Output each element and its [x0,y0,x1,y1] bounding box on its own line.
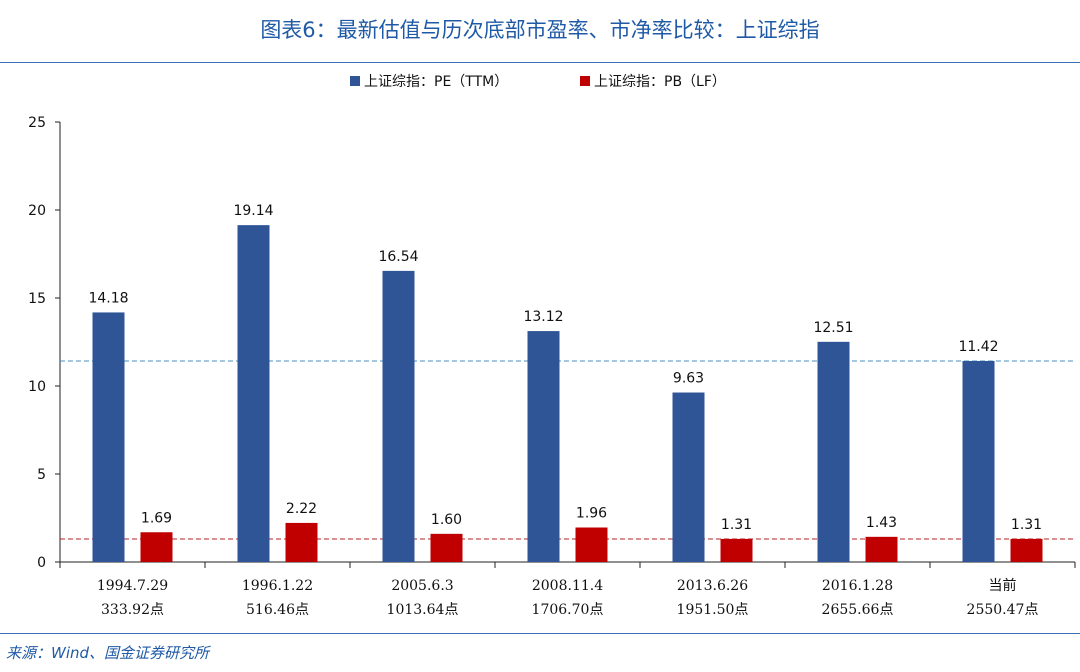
x-category-index: 1951.50点 [677,602,749,618]
pe-data-label: 9.63 [673,371,704,387]
chart-title: 图表6：最新估值与历次底部市盈率、市净率比较：上证综指 [260,18,820,42]
x-category-index: 516.46点 [246,602,309,618]
y-tick-label: 25 [28,115,46,131]
pb-bar [865,536,898,562]
pe-bar [382,270,415,562]
y-tick-label: 5 [37,467,46,483]
pb-bar [1010,538,1043,562]
x-category-index: 1706.70点 [532,602,604,618]
x-category-index: 1013.64点 [387,602,459,618]
pb-data-label: 2.22 [286,501,317,517]
pe-data-label: 12.51 [813,320,853,336]
pb-data-label: 1.31 [1011,517,1042,533]
legend-swatch-pb [580,76,590,86]
x-category-date: 2016.1.28 [822,578,893,594]
x-category-date: 2005.6.3 [391,578,453,594]
y-tick-label: 20 [28,203,46,219]
x-category-date: 1996.1.22 [242,578,313,594]
x-category-index: 2655.66点 [822,602,894,618]
pb-data-label: 1.96 [576,506,607,522]
y-tick-label: 15 [28,291,46,307]
pe-data-label: 14.18 [88,290,128,306]
pb-bar [140,532,173,562]
y-tick-label: 10 [28,379,46,395]
pb-data-label: 1.31 [721,517,752,533]
bar-chart: 0 5 10 15 20 25 14.18 1.69 1994.7.29 333.92点 19.14… [28,74,1076,618]
pe-data-label: 13.12 [523,309,563,325]
title-divider [0,62,1080,63]
source-note: 来源：Wind、国金证券研究所 [6,644,210,662]
legend-swatch-pe [350,76,360,86]
x-category-date: 2013.6.26 [677,578,748,594]
y-tick-label: 0 [37,555,46,571]
pb-data-label: 1.43 [866,515,897,531]
pb-data-label: 1.60 [431,512,462,528]
pe-bar [817,341,850,562]
x-category-date: 2008.11.4 [532,578,603,594]
pb-data-label: 1.69 [141,510,172,526]
x-category-date: 当前 [989,577,1017,594]
pe-data-label: 11.42 [958,339,998,355]
x-category-date: 1994.7.29 [97,578,168,594]
pe-data-label: 19.14 [233,203,273,219]
pe-bar [237,225,270,563]
legend-label-pe: 上证综指：PE（TTM） [364,74,508,90]
pb-bar [720,538,753,562]
x-category-index: 2550.47点 [967,602,1039,618]
pe-bar [92,312,125,562]
pb-bar [430,533,463,562]
pe-bar [527,331,560,562]
pb-bar [285,522,318,562]
pb-bar [575,527,608,562]
pe-bar [962,361,995,562]
footer-divider [0,633,1080,634]
pe-bar [672,392,705,562]
pe-data-label: 16.54 [378,249,418,265]
legend-label-pb: 上证综指：PB（LF） [594,74,726,90]
x-category-index: 333.92点 [101,602,164,618]
